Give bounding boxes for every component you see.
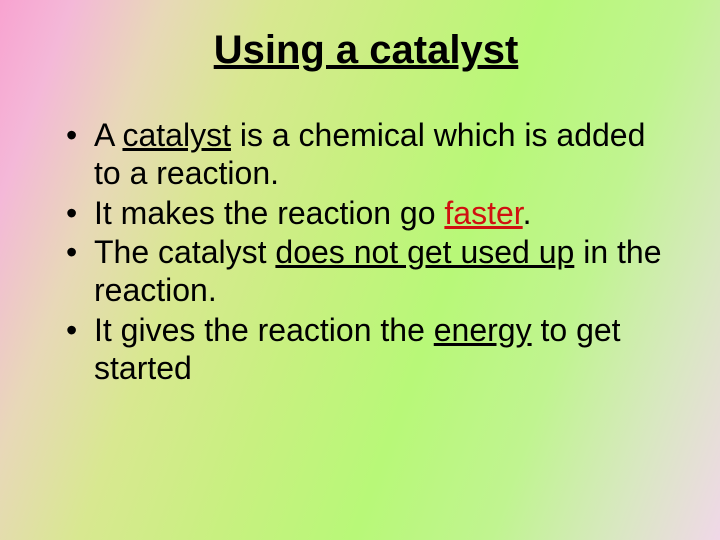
bullet-text: The catalyst — [94, 234, 275, 270]
bullet-list: A catalyst is a chemical which is added … — [60, 117, 672, 387]
bullet-text: It makes the reaction go — [94, 195, 444, 231]
keyword-faster: faster — [444, 195, 522, 231]
bullet-text: . — [523, 195, 532, 231]
slide-title: Using a catalyst — [60, 28, 672, 73]
bullet-text: It gives the reaction the — [94, 312, 434, 348]
bullet-item: It gives the reaction the energy to get … — [60, 312, 672, 388]
bullet-item: A catalyst is a chemical which is added … — [60, 117, 672, 193]
keyword-notused: does not get used up — [275, 234, 574, 270]
bullet-item: The catalyst does not get used up in the… — [60, 234, 672, 310]
keyword-energy: energy — [434, 312, 532, 348]
keyword-catalyst: catalyst — [122, 117, 230, 153]
bullet-text: A — [94, 117, 122, 153]
bullet-item: It makes the reaction go faster. — [60, 195, 672, 233]
slide: Using a catalyst A catalyst is a chemica… — [0, 0, 720, 540]
